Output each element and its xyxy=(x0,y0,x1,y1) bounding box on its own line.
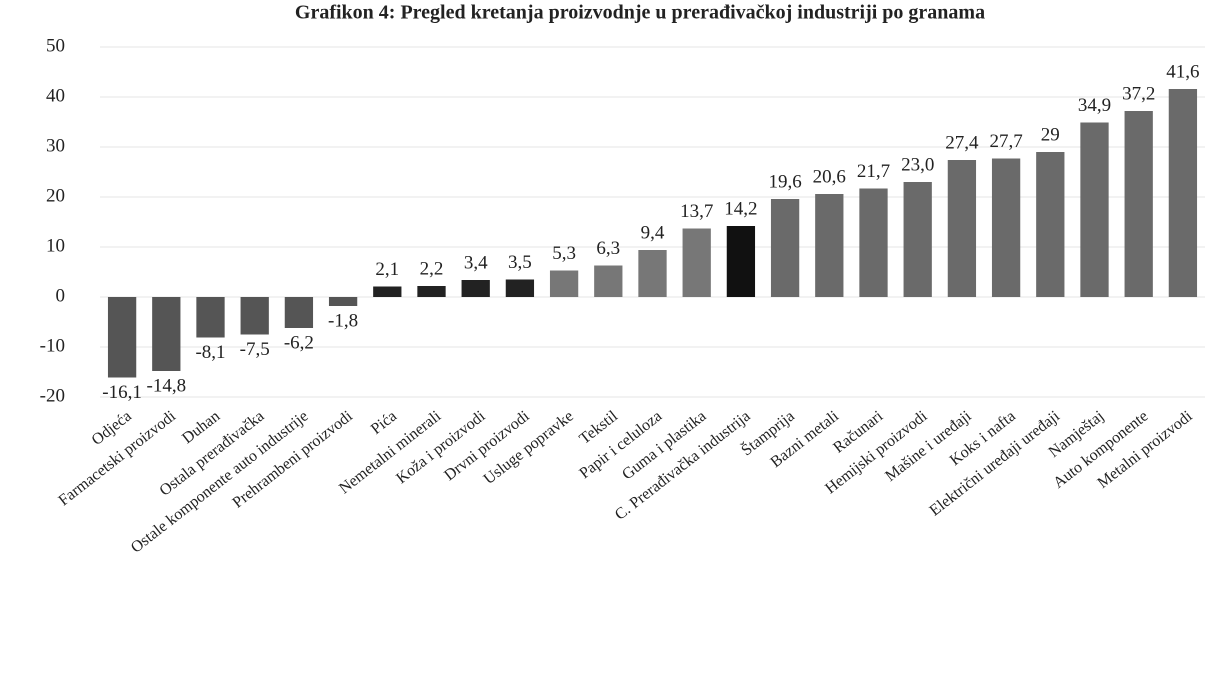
bar xyxy=(373,286,402,297)
data-label: -8,1 xyxy=(195,342,225,363)
data-label: 2,1 xyxy=(375,259,399,280)
data-label: -14,8 xyxy=(147,375,187,396)
bar xyxy=(726,226,756,297)
y-tick-label: -20 xyxy=(40,385,65,406)
bar xyxy=(1124,111,1153,297)
data-label: 20,6 xyxy=(813,166,846,187)
bar xyxy=(328,297,358,306)
data-label: 23,0 xyxy=(901,154,934,175)
bar xyxy=(815,194,844,297)
bar xyxy=(240,297,269,335)
data-label: -6,2 xyxy=(284,332,314,353)
bar xyxy=(152,297,181,371)
data-label: 34,9 xyxy=(1078,95,1111,116)
data-label: -16,1 xyxy=(102,382,142,403)
bar xyxy=(107,297,137,378)
y-tick-label: 20 xyxy=(46,185,65,206)
x-tick-label: Pića xyxy=(368,408,400,438)
bar xyxy=(505,279,535,297)
bar xyxy=(1168,89,1198,297)
data-label: 14,2 xyxy=(724,198,757,219)
bar xyxy=(284,297,314,328)
bar xyxy=(417,286,446,297)
data-label: 21,7 xyxy=(857,161,890,182)
data-label: -1,8 xyxy=(328,310,358,331)
data-label: 5,3 xyxy=(552,243,576,264)
data-label: 41,6 xyxy=(1166,61,1199,82)
data-label: 6,3 xyxy=(596,238,620,259)
y-tick-label: 30 xyxy=(46,135,65,156)
bar xyxy=(1080,122,1109,297)
bar xyxy=(859,188,888,297)
data-label: 19,6 xyxy=(768,171,801,192)
bar xyxy=(549,270,579,297)
data-label: 3,4 xyxy=(464,252,488,273)
bar xyxy=(594,265,623,297)
data-label: 9,4 xyxy=(641,222,665,243)
y-tick-label: -10 xyxy=(40,335,65,356)
bar xyxy=(991,158,1021,297)
y-tick-label: 0 xyxy=(56,285,66,306)
bar xyxy=(903,182,932,297)
y-tick-label: 40 xyxy=(46,85,65,106)
bar xyxy=(196,297,225,338)
y-tick-label: 10 xyxy=(46,235,65,256)
bar xyxy=(770,199,800,297)
data-label: 37,2 xyxy=(1122,83,1155,104)
bar xyxy=(1036,152,1065,297)
data-label: -7,5 xyxy=(240,339,270,360)
data-label: 13,7 xyxy=(680,201,713,222)
data-label: 27,4 xyxy=(945,132,979,153)
data-label: 27,7 xyxy=(989,131,1022,152)
bar xyxy=(461,280,490,297)
bar xyxy=(682,228,711,297)
bar xyxy=(947,160,977,297)
data-label: 2,2 xyxy=(420,258,444,279)
bar xyxy=(638,250,667,297)
y-tick-label: 50 xyxy=(46,35,65,56)
data-label: 3,5 xyxy=(508,252,532,273)
data-label: 29 xyxy=(1041,124,1060,145)
chart-title: Grafikon 4: Pregled kretanja proizvodnje… xyxy=(295,2,985,24)
